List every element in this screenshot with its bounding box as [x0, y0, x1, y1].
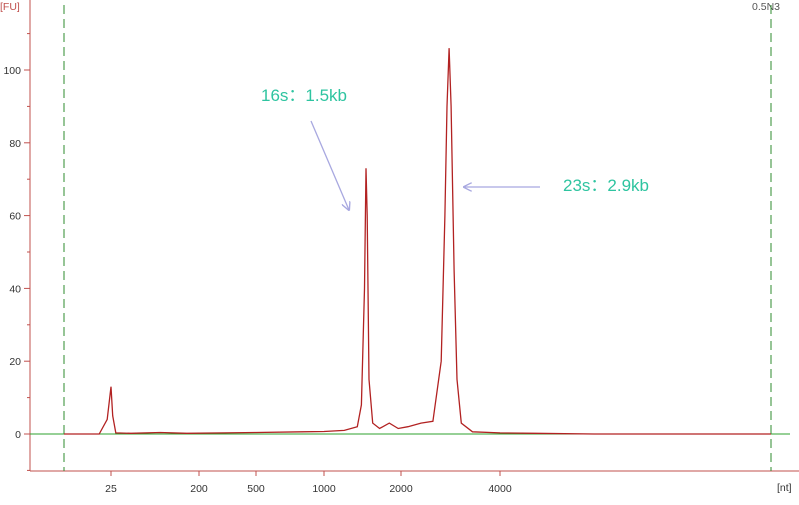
y-tick-label: 0 — [15, 429, 21, 441]
annotation-23s: 23s：2.9kb — [563, 176, 649, 195]
y-axis-unit-label: [FU] — [0, 1, 20, 13]
annotation-16s: 16s：1.5kb — [261, 86, 347, 105]
y-tick-label: 100 — [3, 65, 21, 77]
x-tick-label: 500 — [247, 483, 265, 495]
x-axis-unit-label: [nt] — [777, 482, 792, 494]
sample-tag: 0.5N3 — [752, 1, 780, 13]
annotation-16s-arrow — [310, 120, 349, 210]
x-tick-label: 200 — [190, 483, 208, 495]
y-tick-label: 20 — [9, 356, 21, 368]
x-tick-label: 4000 — [488, 483, 512, 495]
y-tick-label: 60 — [9, 211, 21, 223]
y-tick-label: 40 — [9, 283, 21, 295]
y-ticks: 0 20 40 60 80 100 — [3, 33, 30, 471]
x-ticks: 25 200 500 1000 2000 4000 — [105, 471, 512, 495]
x-tick-label: 1000 — [312, 483, 336, 495]
marker-lines — [63, 5, 772, 471]
x-tick-label: 25 — [105, 483, 117, 495]
series-trace — [64, 48, 771, 435]
x-tick-label: 2000 — [389, 483, 413, 495]
y-tick-label: 80 — [9, 138, 21, 150]
